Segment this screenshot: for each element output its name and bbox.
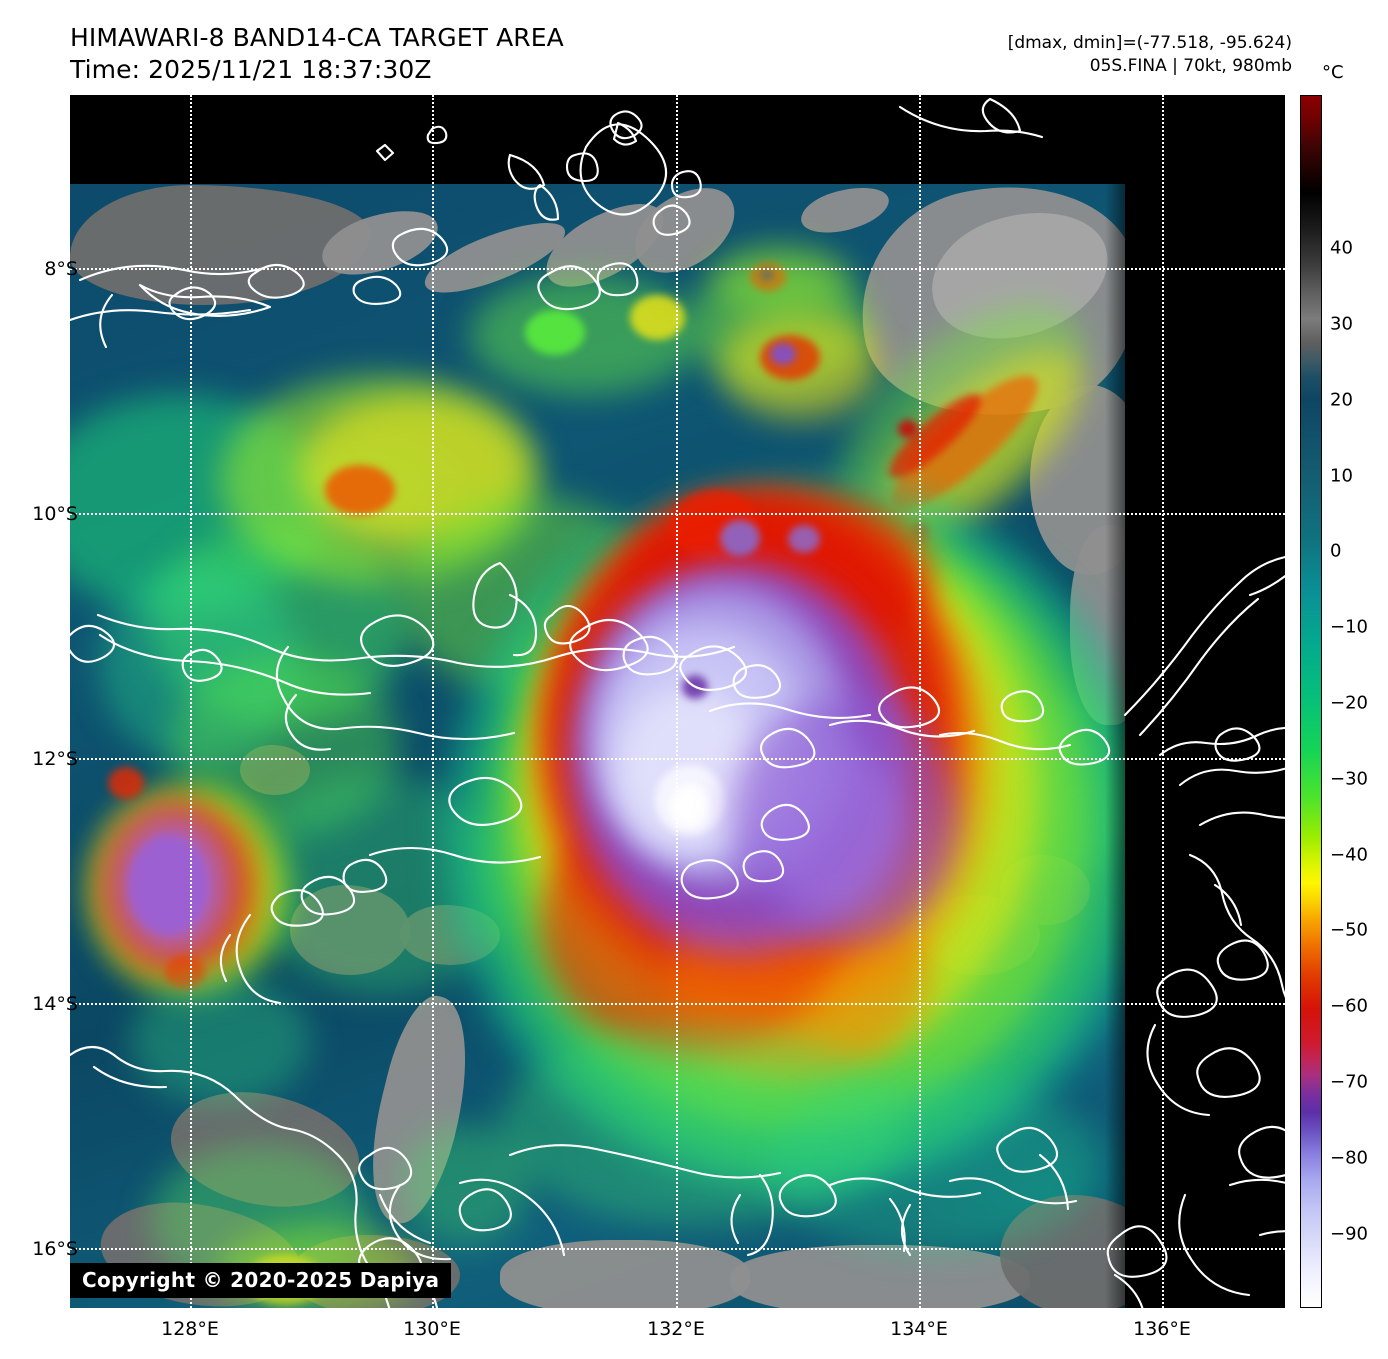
overshooting-top — [720, 520, 760, 556]
colorbar-tick-label: −30 — [1330, 768, 1368, 790]
x-axis-tick-label: 130°E — [403, 1318, 461, 1340]
y-axis-tick-label: 14°S — [32, 993, 78, 1015]
cloud-blob — [770, 343, 796, 365]
cloud-blob — [710, 245, 850, 315]
metadata-block: [dmax, dmin]=(-77.518, -95.624) 05S.FINA… — [1008, 32, 1292, 78]
land-mass — [240, 745, 310, 795]
colorbar-unit-label: °C — [1322, 62, 1344, 83]
gridline-lon-130E — [432, 95, 434, 1308]
cloud-blob — [325, 465, 395, 515]
y-axis-tick-label: 12°S — [32, 748, 78, 770]
coastline-overlay — [70, 97, 1285, 1308]
title-timestamp: Time: 2025/11/21 18:37:30Z — [70, 55, 432, 84]
cloud-blob — [630, 295, 685, 340]
gridline-lon-128E — [190, 95, 192, 1308]
infrared-heatmap — [70, 95, 1285, 1308]
gridline-lon-132E — [676, 95, 678, 1308]
copyright-text: Copyright © 2020-2025 Dapiya — [82, 1268, 440, 1292]
colorbar-tick-label: 0 — [1330, 540, 1342, 562]
colorbar-tick-label: −40 — [1330, 844, 1368, 866]
small-convective-cell — [760, 269, 774, 281]
overshooting-top — [788, 525, 820, 553]
x-axis-tick-label: 134°E — [890, 1318, 948, 1340]
colorbar-tick-label: −70 — [1330, 1071, 1368, 1093]
small-convective-cell — [898, 420, 918, 438]
land-australia — [500, 1240, 750, 1308]
no-data-east-panel — [1125, 95, 1285, 1308]
x-axis-tick-label: 136°E — [1133, 1318, 1191, 1340]
land-australia — [730, 1245, 1030, 1308]
land-mass — [290, 885, 410, 975]
x-axis-tick-label: 132°E — [647, 1318, 705, 1340]
cloud-blob — [100, 565, 300, 765]
copyright-watermark: Copyright © 2020-2025 Dapiya — [70, 1263, 452, 1298]
satellite-image-plot[interactable]: Copyright © 2020-2025 Dapiya — [70, 95, 1285, 1308]
dmax-dmin-readout: [dmax, dmin]=(-77.518, -95.624) — [1007, 33, 1292, 53]
cloud-blob — [250, 775, 510, 995]
y-axis-tick-label: 10°S — [32, 503, 78, 525]
cloud-blob — [108, 767, 144, 799]
page-title: HIMAWARI-8 BAND14-CA TARGET AREA Time: 2… — [70, 22, 564, 86]
isolated-cold-cell-west — [128, 835, 208, 935]
colorbar-tick-label: −20 — [1330, 692, 1368, 714]
graticule — [70, 95, 1285, 1308]
cloud-blob — [525, 310, 585, 355]
cdo-cold-ring — [760, 745, 910, 915]
temperature-colorbar[interactable] — [1300, 95, 1322, 1308]
colorbar-tick-label: −10 — [1330, 616, 1368, 638]
y-axis-tick-label: 16°S — [32, 1238, 78, 1260]
colorbar-tick-label: −60 — [1330, 995, 1368, 1017]
y-axis-tick-label: 8°S — [44, 258, 78, 280]
colorbar-tick-label: −80 — [1330, 1147, 1368, 1169]
gridline-lon-134E — [919, 95, 921, 1308]
x-axis-tick-label: 128°E — [161, 1318, 219, 1340]
cloud-blob — [165, 955, 205, 989]
storm-intensity-readout: 05S.FINA | 70kt, 980mb — [1089, 56, 1292, 76]
colorbar-tick-label: 40 — [1330, 237, 1353, 259]
title-primary: HIMAWARI-8 BAND14-CA TARGET AREA — [70, 23, 564, 52]
colorbar-tick-label: −90 — [1330, 1223, 1368, 1245]
colorbar-tick-label: 30 — [1330, 313, 1353, 335]
colorbar-tick-label: 20 — [1330, 389, 1353, 411]
gridline-lon-136E — [1162, 95, 1164, 1308]
cloud-blob — [770, 1075, 1100, 1255]
colorbar-tick-label: 10 — [1330, 465, 1353, 487]
colorbar-tick-label: −50 — [1330, 919, 1368, 941]
